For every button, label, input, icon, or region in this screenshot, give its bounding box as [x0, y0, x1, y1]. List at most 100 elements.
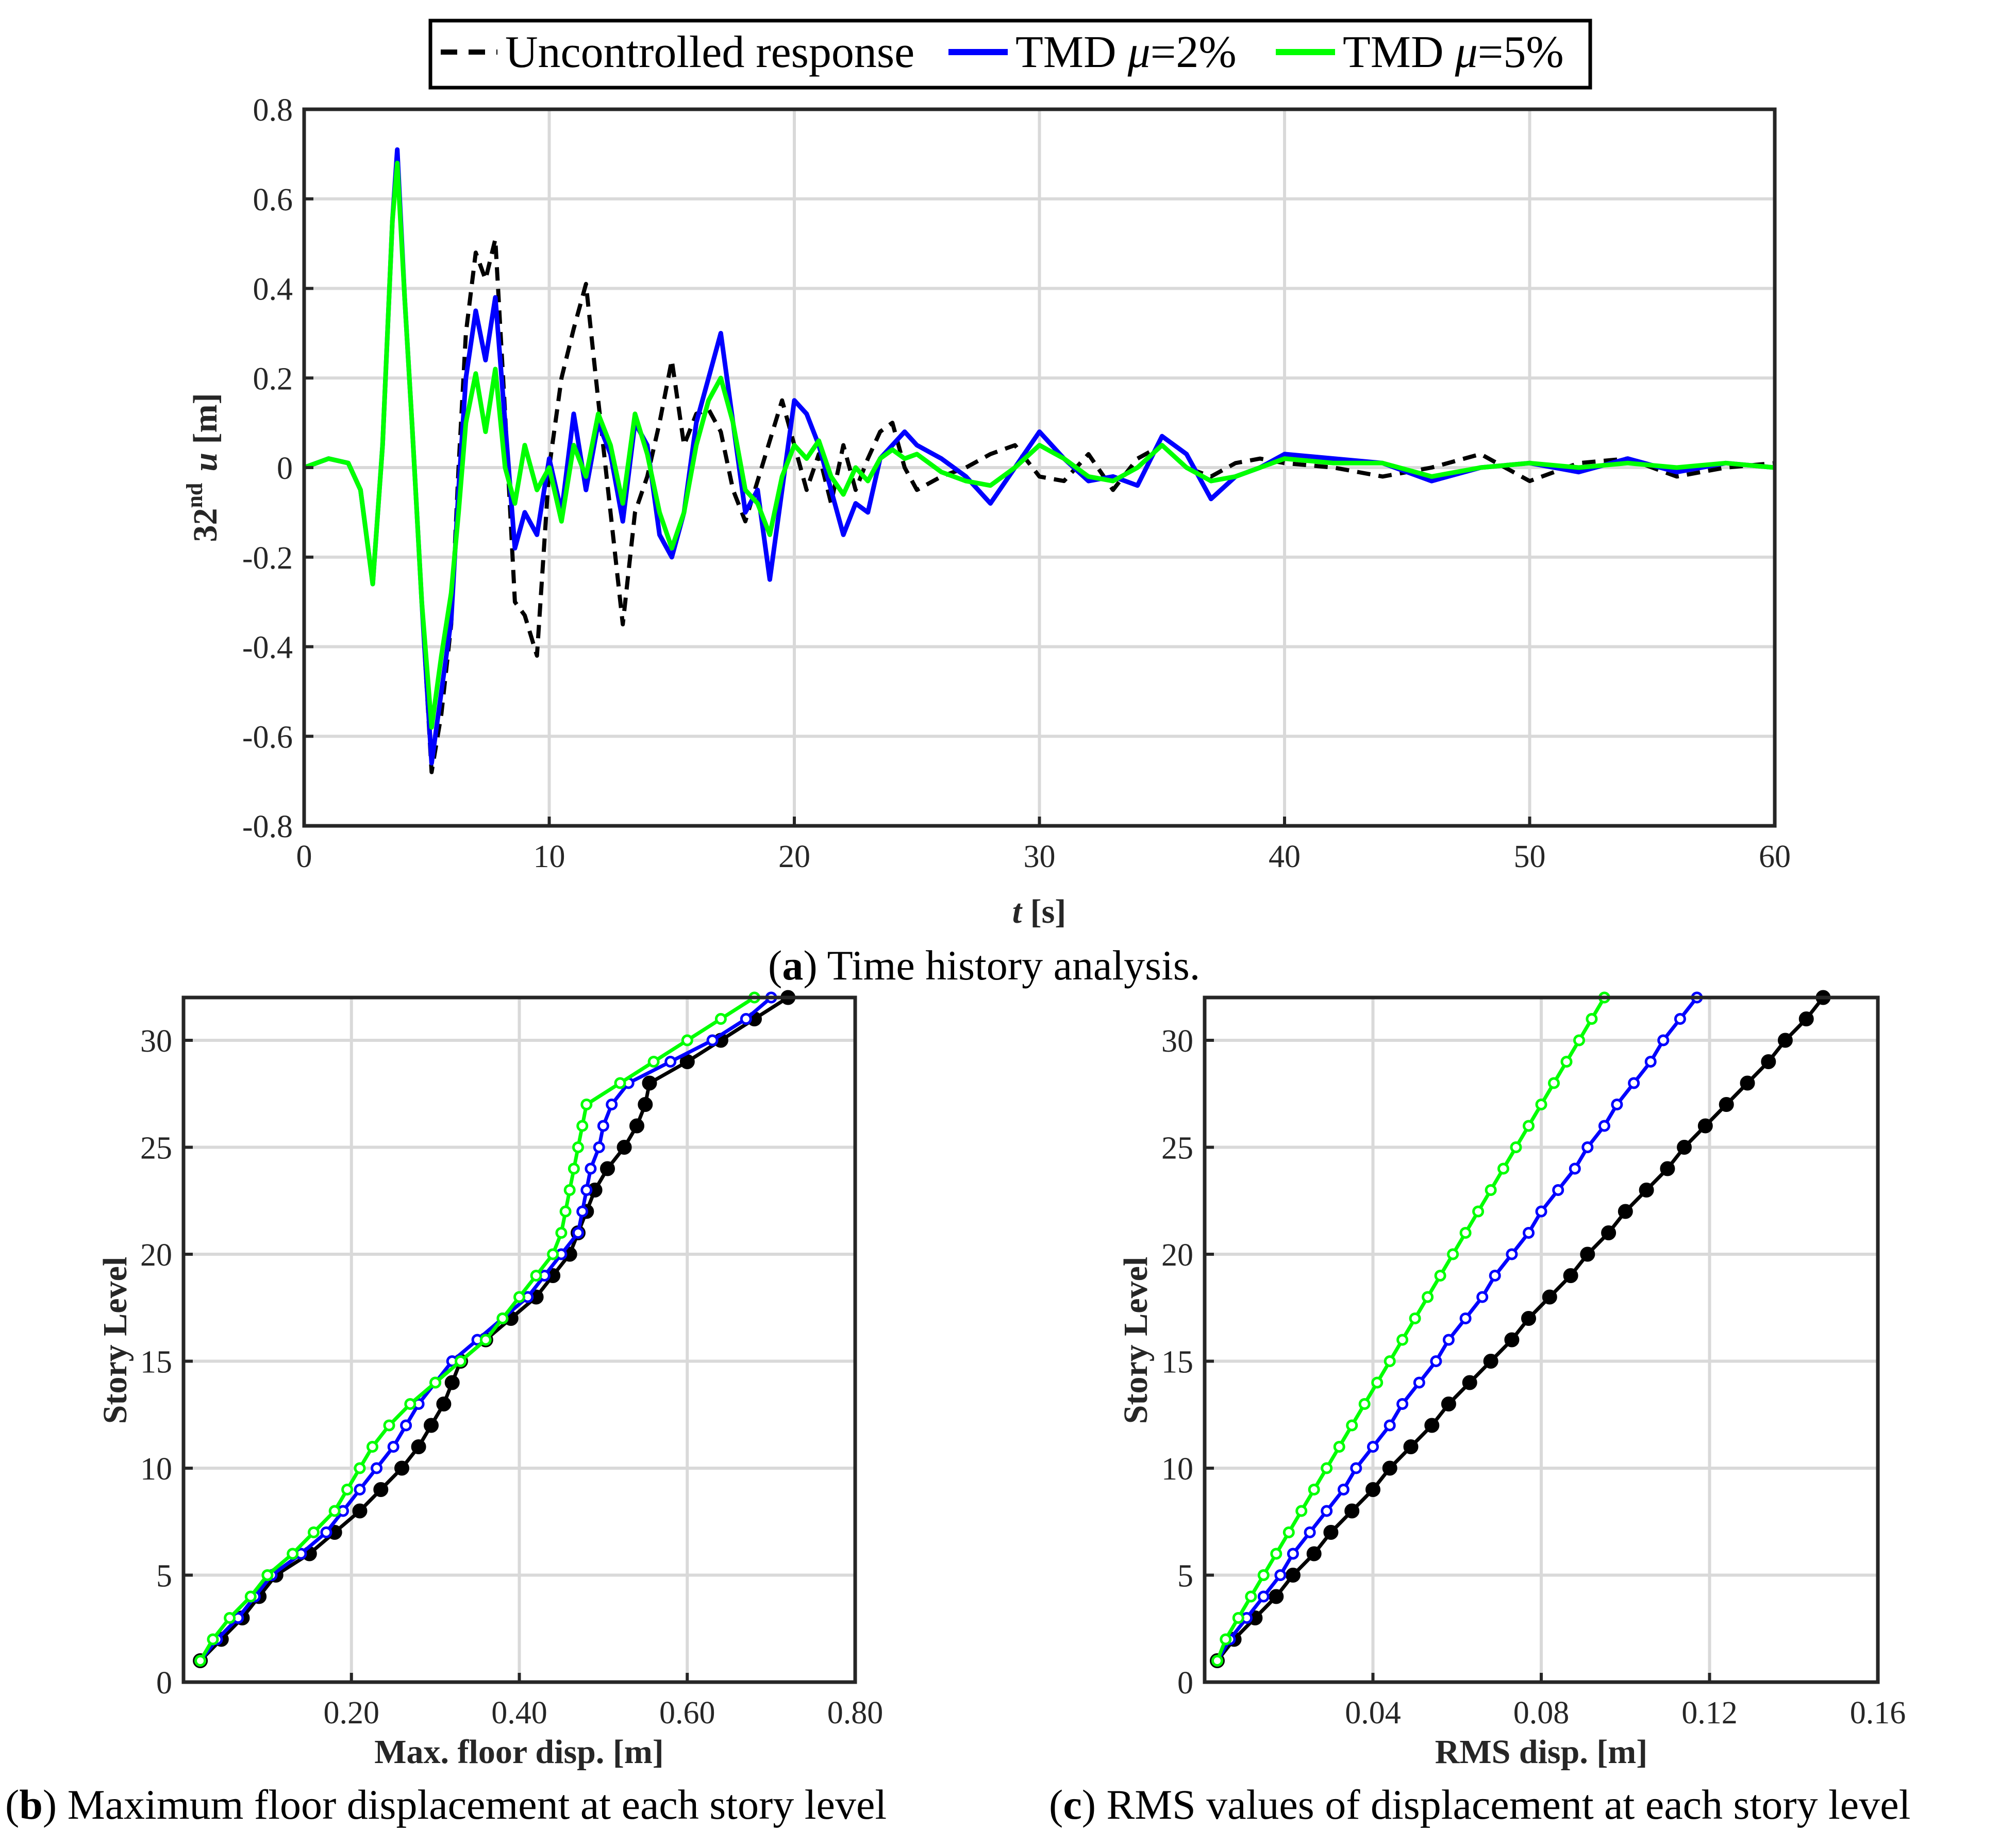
chart-c-point-uncontrolled	[1504, 1332, 1520, 1348]
chart-c-point-uncontrolled	[1761, 1054, 1776, 1069]
chart-b-series	[193, 990, 796, 1668]
chart-b-point-tmd5	[287, 1548, 299, 1560]
chart-c-point-uncontrolled	[1441, 1397, 1456, 1411]
chart-c-point-tmd2	[1442, 1334, 1455, 1346]
chart-c-point-tmd5	[1346, 1419, 1358, 1432]
chart-c-grid	[1205, 998, 1879, 1684]
chart-c-point-tmd5	[1333, 1441, 1345, 1453]
chart-c-point-uncontrolled	[1740, 1075, 1755, 1091]
chart-b-point-tmd5	[547, 1248, 559, 1260]
chart-b-grid	[184, 998, 857, 1684]
chart-a-ytick-label: -0.4	[242, 630, 293, 666]
chart-b-ytick-label: 25	[140, 1131, 172, 1166]
chart-c-point-tmd2	[1657, 1034, 1670, 1046]
caption-a: (a) Time history analysis.	[768, 942, 1200, 989]
chart-c-point-tmd2	[1644, 1056, 1657, 1068]
chart-c-point-uncontrolled	[1542, 1289, 1557, 1305]
chart-b-xtick-label: 0.40	[491, 1696, 547, 1731]
chart-b-point-uncontrolled	[373, 1482, 389, 1497]
chart-c-point-tmd2	[1321, 1505, 1333, 1517]
chart-c-point-tmd2	[1489, 1270, 1501, 1282]
chart-b-point-tmd5	[261, 1569, 274, 1581]
chart-a-ytick-label: -0.2	[242, 541, 293, 576]
chart-c-point-tmd2	[1337, 1484, 1349, 1495]
chart-b-point-tmd5	[714, 1013, 727, 1025]
chart-b-xlabel: Max. floor disp. [m]	[374, 1733, 664, 1771]
chart-c-point-tmd2	[1628, 1077, 1640, 1089]
chart-b-point-tmd5	[341, 1484, 354, 1495]
chart-c-point-uncontrolled	[1601, 1225, 1617, 1240]
chart-c-point-tmd2	[1611, 1099, 1623, 1110]
chart-b-point-tmd2	[597, 1120, 609, 1132]
chart-a-xtick-label: 20	[778, 839, 810, 874]
chart-c-point-tmd5	[1485, 1184, 1497, 1196]
chart-b-point-tmd2	[740, 1013, 752, 1025]
chart-c-point-tmd2	[1674, 1013, 1686, 1025]
chart-b-point-tmd5	[563, 1184, 576, 1196]
chart-c-point-uncontrolled	[1323, 1525, 1339, 1540]
chart-c-point-tmd2	[1430, 1355, 1442, 1367]
chart-b-point-tmd5	[479, 1334, 492, 1346]
chart-b-point-tmd2	[572, 1227, 584, 1239]
chart-b-point-tmd2	[354, 1484, 366, 1495]
chart-c-point-tmd5	[1510, 1141, 1522, 1153]
chart-a-xlabel: t [s]	[1012, 893, 1067, 930]
chart-c-point-uncontrolled	[1677, 1140, 1692, 1155]
chart-b-point-tmd2	[580, 1184, 593, 1196]
chart-c-point-tmd5	[1270, 1548, 1282, 1560]
legend: Uncontrolled response TMD μ=2% TMD μ=5%	[428, 19, 1592, 90]
chart-c-point-tmd2	[1535, 1205, 1547, 1218]
chart-c-series-line-tmd2	[1215, 996, 1698, 1662]
chart-c-point-tmd5	[1282, 1526, 1295, 1538]
chart-b-point-uncontrolled	[638, 1097, 653, 1112]
chart-c-point-tmd5	[1422, 1291, 1434, 1303]
chart-b-ytick-label: 10	[140, 1452, 172, 1487]
chart-c-point-tmd5	[1573, 1034, 1585, 1046]
chart-b-point-uncontrolled	[642, 1075, 657, 1091]
chart-c-point-tmd2	[1396, 1398, 1409, 1410]
chart-a-ylabel: 32ndu [m]	[182, 393, 224, 542]
chart-b-series-line-tmd5	[198, 996, 756, 1662]
chart-c-ytick-label: 15	[1161, 1345, 1193, 1380]
chart-c-point-tmd5	[1434, 1270, 1446, 1282]
caption-b: (b) Maximum floor displacement at each s…	[5, 1781, 887, 1828]
chart-b-point-tmd5	[572, 1141, 584, 1153]
chart-c-point-uncontrolled	[1563, 1268, 1578, 1283]
chart-c-point-tmd5	[1257, 1569, 1270, 1581]
chart-c-point-tmd2	[1459, 1312, 1472, 1324]
chart-b-point-tmd5	[224, 1612, 236, 1624]
chart-b-point-tmd5	[354, 1462, 366, 1474]
chart-a-ytick-label: 0.8	[253, 93, 293, 128]
chart-c-xtick-label: 0.08	[1513, 1696, 1570, 1731]
chart-c-xlabel: RMS disp. [m]	[1435, 1733, 1648, 1771]
chart-c-point-tmd5	[1459, 1227, 1472, 1239]
chart-c-point-tmd5	[1232, 1612, 1244, 1624]
chart-b-point-tmd5	[614, 1077, 626, 1089]
chart-c-xtick-label: 0.16	[1850, 1696, 1906, 1731]
chart-c-ytick-label: 30	[1161, 1024, 1193, 1059]
chart-b-point-tmd5	[576, 1120, 589, 1132]
chart-c-point-tmd2	[1506, 1248, 1518, 1260]
chart-c-point-tmd2	[1274, 1569, 1287, 1581]
chart-c-point-tmd5	[1211, 1655, 1223, 1667]
chart-c-point-tmd5	[1245, 1590, 1257, 1603]
chart-b-point-tmd5	[496, 1312, 509, 1324]
chart-a-series-line-tmd5	[303, 160, 1775, 730]
chart-a-ytick-label: -0.8	[242, 809, 293, 844]
chart-b-point-uncontrolled	[617, 1140, 632, 1155]
chart-c-point-uncontrolled	[1521, 1311, 1536, 1326]
chart-c-point-tmd5	[1497, 1162, 1509, 1175]
chart-c-point-tmd5	[1371, 1376, 1384, 1389]
chart-b-point-tmd5	[244, 1590, 257, 1603]
chart-c-point-tmd2	[1384, 1419, 1396, 1432]
chart-b-point-uncontrolled	[352, 1503, 368, 1519]
chart-b-point-tmd5	[404, 1398, 416, 1410]
chart-c-point-tmd2	[1552, 1184, 1564, 1196]
chart-c-point-uncontrolled	[1719, 1097, 1734, 1112]
chart-a-xtick-label: 50	[1514, 839, 1546, 874]
chart-b-point-uncontrolled	[411, 1439, 426, 1454]
legend-label-tmd5: TMD μ=5%	[1343, 27, 1564, 77]
chart-b-ytick-label: 15	[140, 1345, 172, 1380]
chart-b-point-uncontrolled	[436, 1397, 452, 1411]
